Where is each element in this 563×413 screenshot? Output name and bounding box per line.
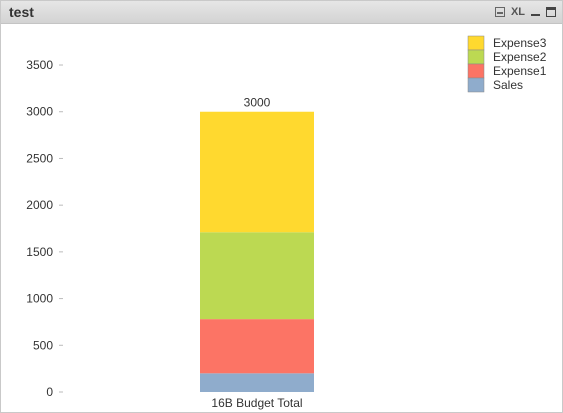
y-axis: 0 500 1000 1500 2000 2500 3000 3500	[26, 58, 63, 399]
bar-segment-expense3[interactable]	[200, 111, 314, 233]
legend-swatch-expense1	[467, 63, 485, 79]
y-tick-label: 2500	[26, 151, 53, 165]
bars: 3000	[200, 96, 314, 392]
title-bar-icons: XL	[494, 5, 556, 19]
window-title: test	[9, 4, 34, 20]
title-bar[interactable]: test XL	[1, 1, 562, 24]
bar-segment-sales[interactable]	[200, 373, 314, 392]
stacked-bar-chart: 0 500 1000 1500 2000 2500 3000 3500 3000 16B Bu…	[26, 35, 547, 410]
y-tick-label: 1500	[26, 245, 53, 259]
bar-total-label: 3000	[244, 96, 271, 110]
bar-segment-expense2[interactable]	[200, 232, 314, 320]
bar-segment-expense1[interactable]	[200, 319, 314, 374]
legend-label-expense3: Expense3	[493, 36, 547, 50]
legend-label-sales: Sales	[493, 78, 523, 92]
xl-icon[interactable]: XL	[510, 6, 525, 18]
x-axis: 16B Budget Total	[211, 396, 302, 410]
x-tick-label: 16B Budget Total	[211, 396, 302, 410]
y-tick-label: 1000	[26, 292, 53, 306]
y-tick-label: 2000	[26, 198, 53, 212]
legend-label-expense1: Expense1	[493, 64, 547, 78]
legend-swatch-sales	[467, 77, 485, 93]
legend-label-expense2: Expense2	[493, 50, 547, 64]
maximize-icon[interactable]	[546, 7, 556, 17]
y-tick-label: 500	[33, 338, 53, 352]
minimize-icon[interactable]	[531, 6, 540, 18]
y-tick-label: 3000	[26, 105, 53, 119]
y-tick-label: 3500	[26, 58, 53, 72]
legend-swatch-expense2	[467, 49, 485, 65]
y-tick-label: 0	[46, 385, 53, 399]
legend-swatch-expense3	[467, 35, 485, 51]
print-icon[interactable]	[494, 7, 505, 17]
